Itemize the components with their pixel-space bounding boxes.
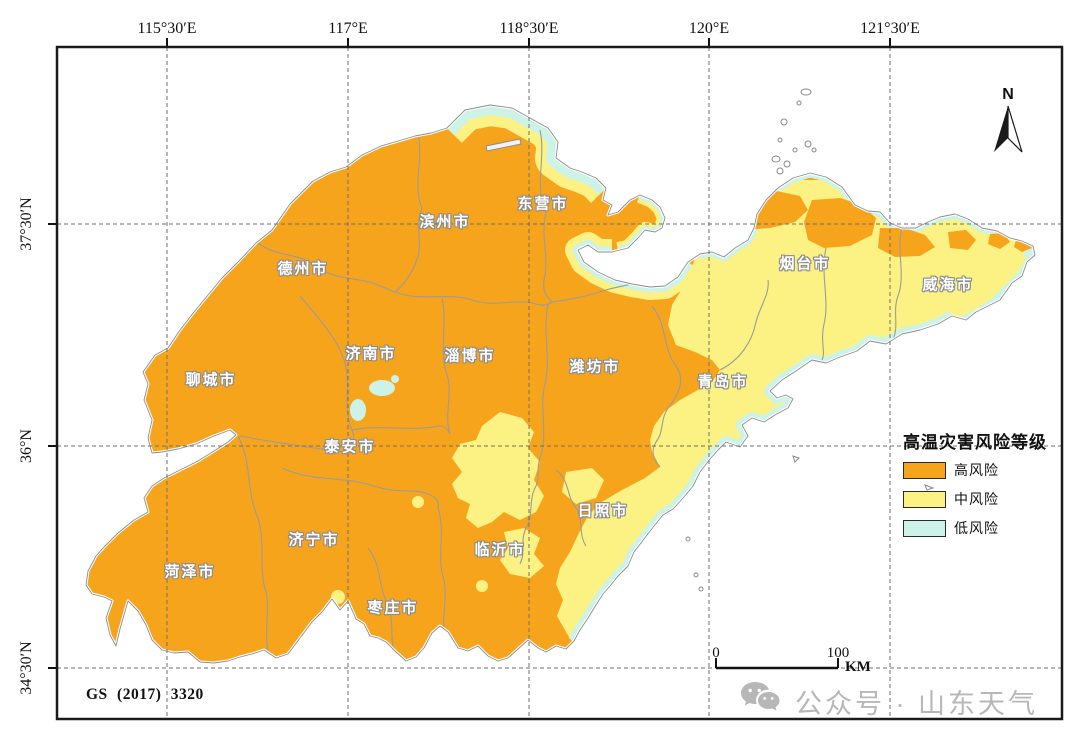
city-label: 菏泽市 bbox=[164, 563, 216, 581]
scale-bar bbox=[715, 658, 839, 670]
medium-risk-blobs bbox=[331, 412, 604, 604]
city-label: 烟台市 bbox=[779, 255, 831, 273]
axis-label-lat: 34°30′N bbox=[18, 641, 35, 695]
lake-patches bbox=[350, 375, 399, 421]
legend-item-label: 低风险 bbox=[954, 520, 999, 536]
legend-item-low: 低风险 bbox=[903, 519, 1063, 537]
watermark: 公众号 · 山东天气 bbox=[740, 680, 1038, 723]
city-label: 济南市 bbox=[345, 345, 397, 363]
map-frame bbox=[55, 45, 1064, 721]
legend-item-label: 高风险 bbox=[954, 462, 999, 478]
city-label: 枣庄市 bbox=[367, 599, 419, 617]
city-label: 东营市 bbox=[517, 195, 569, 213]
medium-risk-weihai-core bbox=[908, 240, 994, 300]
city-label: 临沂市 bbox=[474, 541, 526, 559]
city-label: 济宁市 bbox=[288, 531, 340, 549]
city-label: 滨州市 bbox=[419, 213, 471, 231]
graticule bbox=[57, 47, 1062, 719]
north-arrow bbox=[994, 105, 1023, 153]
city-label: 淄博市 bbox=[444, 347, 496, 365]
city-label: 威海市 bbox=[922, 276, 974, 294]
legend-item-high: 高风险 bbox=[903, 461, 1063, 479]
scalebar-unit: KM bbox=[845, 659, 871, 675]
scalebar-zero: 0 bbox=[712, 645, 720, 661]
axis-label-lon: 115°30′E bbox=[137, 20, 197, 37]
city-boundaries bbox=[237, 129, 903, 659]
city-label: 青岛市 bbox=[697, 373, 749, 391]
axis-label-lat: 37°30′N bbox=[18, 197, 35, 251]
city-label: 潍坊市 bbox=[569, 358, 621, 376]
scalebar-hundred: 100 bbox=[826, 645, 850, 661]
low-risk-swatch bbox=[903, 519, 946, 537]
axis-label-lon: 120°E bbox=[688, 20, 730, 37]
legend-item-label: 中风险 bbox=[954, 491, 999, 507]
islands bbox=[685, 88, 935, 592]
axis-label-lon: 117°E bbox=[328, 20, 368, 37]
legend: 高温灾害风险等级 高风险 中风险 低风险 bbox=[903, 428, 1063, 549]
harbor-jetty bbox=[485, 138, 522, 152]
medium-risk-swatch bbox=[903, 490, 946, 508]
city-label: 聊城市 bbox=[185, 371, 237, 389]
legend-title: 高温灾害风险等级 bbox=[903, 433, 1047, 452]
axis-label-lat: 36°N bbox=[18, 429, 35, 463]
city-label: 德州市 bbox=[277, 260, 329, 278]
city-label: 日照市 bbox=[577, 502, 629, 520]
axis-ticks bbox=[48, 38, 891, 669]
license-note: GS (2017) 3320 bbox=[86, 686, 204, 703]
watermark-text: 公众号 · 山东天气 bbox=[795, 689, 1038, 719]
axis-label-lon: 121°30′E bbox=[860, 20, 920, 37]
axis-label-lon: 118°30′E bbox=[499, 20, 559, 37]
high-risk-swatch bbox=[903, 461, 946, 479]
legend-item-medium: 中风险 bbox=[903, 490, 1063, 508]
north-arrow-label: N bbox=[1002, 86, 1014, 103]
city-label: 泰安市 bbox=[324, 438, 376, 456]
wechat-icon bbox=[740, 680, 786, 723]
